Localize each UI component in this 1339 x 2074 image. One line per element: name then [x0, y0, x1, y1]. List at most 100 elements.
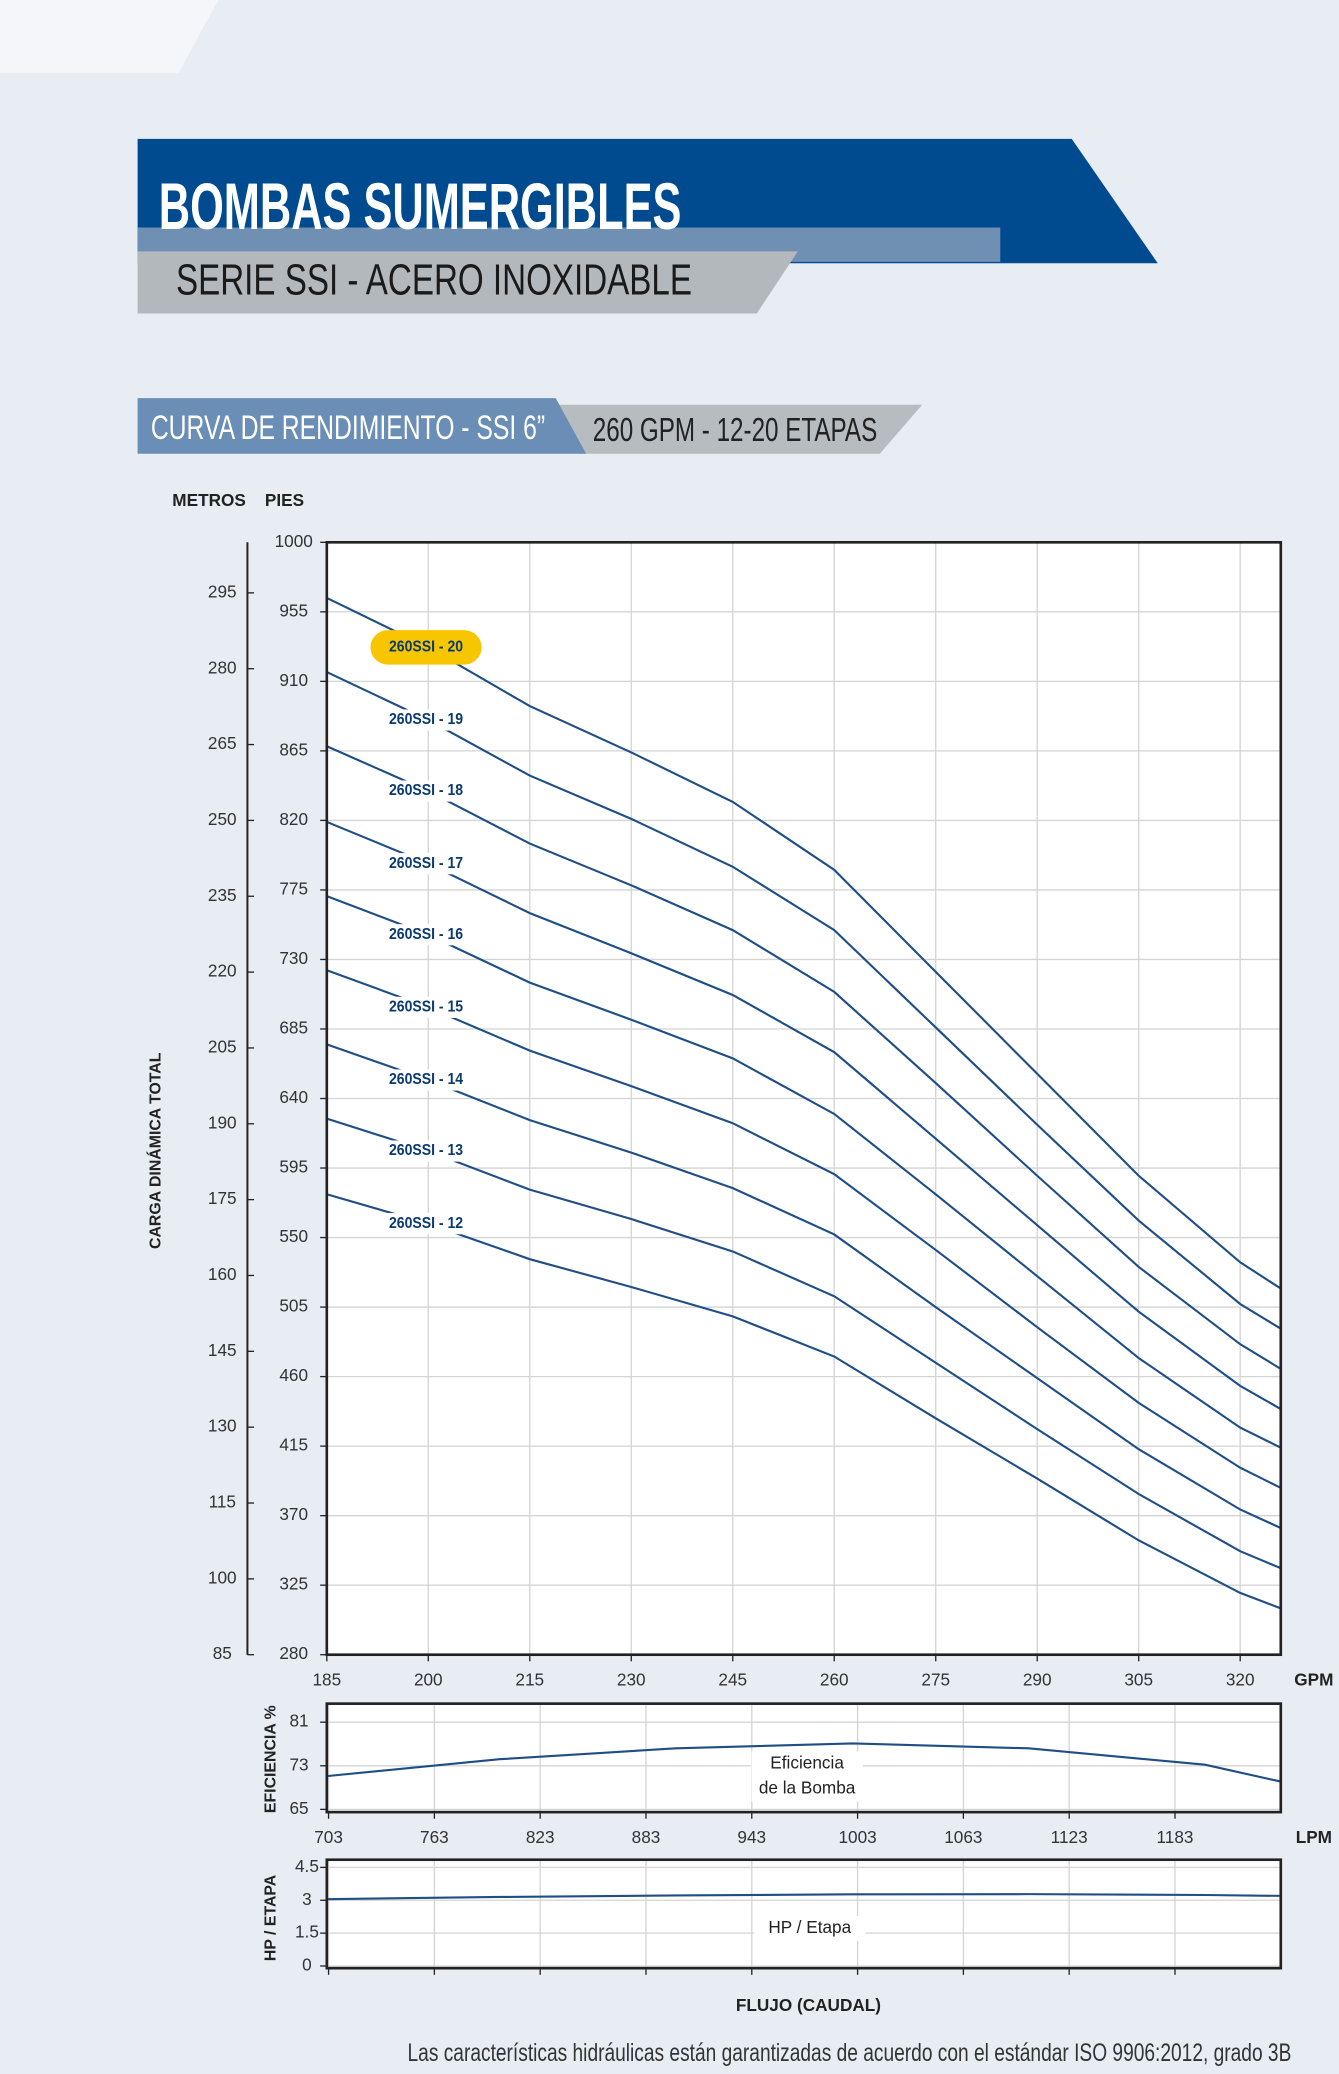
- section-band: [137, 398, 587, 454]
- y-tick-label: 280: [279, 1643, 308, 1663]
- curve-label-bg: [386, 924, 466, 946]
- curve: [326, 1117, 1282, 1570]
- section-tag: 260 GPM - 12-20 ETAPAS: [593, 412, 877, 449]
- curve-label: 260SSI - 20: [389, 639, 463, 656]
- y-tick-label: 685: [279, 1018, 308, 1038]
- x-tick-label: 200: [414, 1670, 443, 1690]
- y2-tick-label: 295: [208, 581, 237, 601]
- y-tick-label: 370: [279, 1504, 308, 1524]
- y2-tick-label: 115: [209, 1492, 236, 1512]
- curve: [326, 745, 1282, 1370]
- annotation: HP / Etapa: [768, 1917, 851, 1937]
- y2-tick-label: 175: [208, 1188, 237, 1208]
- y2-tick-label: 145: [208, 1340, 237, 1360]
- y2-tick-label: 265: [208, 733, 237, 753]
- y2-tick-label: 205: [208, 1036, 237, 1056]
- y-axis-title: HP / ETAPA: [262, 1874, 279, 1961]
- y-tick-label: 640: [279, 1087, 308, 1107]
- y2-tick-label: 280: [208, 657, 237, 677]
- y-tick-label: 595: [279, 1157, 308, 1177]
- curve-label-bg: [386, 1213, 466, 1235]
- y2-tick-label: 220: [208, 961, 237, 981]
- x-axis-title: FLUJO (CAUDAL): [736, 1995, 881, 2015]
- curve-label: 260SSI - 13: [389, 1142, 463, 1159]
- curve-label: 260SSI - 19: [389, 711, 463, 728]
- x-tick-label: 703: [314, 1827, 343, 1847]
- x-tick-label: 260: [820, 1670, 849, 1690]
- x-tick-label: 230: [617, 1670, 646, 1690]
- curve-label-bg: [386, 996, 466, 1018]
- y-tick-label: 4.5: [295, 1856, 319, 1876]
- x-tick-label: 1003: [838, 1827, 876, 1847]
- curve: [326, 671, 1282, 1330]
- annotation-bg: [754, 1915, 866, 1942]
- y-tick-label: 775: [279, 878, 308, 898]
- x-tick-label: 943: [737, 1827, 766, 1847]
- curve-label: 260SSI - 16: [389, 926, 463, 943]
- x-tick-label: 215: [515, 1670, 544, 1690]
- curve-label: 260SSI - 12: [389, 1215, 463, 1232]
- y-tick-label: 820: [279, 809, 308, 829]
- footer-note: Las características hidráulicas están ga…: [408, 2039, 1292, 2067]
- curve-label: 260SSI - 17: [389, 855, 463, 872]
- section-title: CURVA DE RENDIMIENTO - SSI 6”: [151, 409, 545, 447]
- x-tick-label: 1123: [1051, 1827, 1088, 1847]
- x-tick-label: 1183: [1156, 1827, 1193, 1847]
- curve: [326, 895, 1282, 1449]
- curve: [326, 1893, 1281, 1901]
- plot-border: [325, 1702, 1283, 1814]
- curve: [326, 1193, 1282, 1610]
- y2-tick-label: 130: [208, 1416, 237, 1436]
- header-subtitle: SERIE SSI - ACERO INOXIDABLE: [176, 256, 692, 305]
- y-tick-label: 730: [279, 948, 308, 968]
- curve-label-bg: [386, 1140, 466, 1162]
- corner-tab: [0, 0, 219, 73]
- y2-tick-label: 85: [213, 1643, 232, 1663]
- curve: [326, 820, 1282, 1410]
- plot-border: [325, 1858, 1283, 1970]
- y-tick-label: 1000: [275, 531, 313, 551]
- curve: [326, 1742, 1282, 1783]
- x-unit: GPM: [1294, 1670, 1333, 1690]
- y-tick-label: 3: [302, 1889, 312, 1909]
- y-tick-label: 65: [289, 1798, 308, 1818]
- y2-tick-label: 100: [208, 1567, 237, 1587]
- y-tick-label: 550: [279, 1226, 308, 1246]
- curve-label: 260SSI - 14: [389, 1071, 463, 1088]
- x-tick-label: 320: [1226, 1670, 1255, 1690]
- y-tick-label: 73: [289, 1754, 308, 1774]
- annotation: de la Bomba: [759, 1778, 856, 1798]
- curve: [326, 1043, 1282, 1529]
- y2-unit: METROS: [172, 490, 246, 510]
- curve-label-bg: [386, 853, 466, 875]
- x-tick-label: 275: [921, 1670, 950, 1690]
- curve-label-highlight: [370, 630, 482, 665]
- curve-label: 260SSI - 18: [389, 782, 463, 799]
- y-axis-title: CARGA DINÁMICA TOTAL: [145, 1052, 164, 1249]
- section-tag-band: [546, 404, 923, 454]
- curve-label-bg: [386, 1069, 466, 1091]
- y2-tick-label: 250: [208, 809, 237, 829]
- annotation-bg: [751, 1751, 863, 1802]
- x-tick-label: 305: [1124, 1670, 1153, 1690]
- x-tick-label: 883: [632, 1827, 661, 1847]
- plot-border: [325, 540, 1283, 1657]
- y-tick-label: 415: [279, 1435, 308, 1455]
- y-tick-label: 325: [279, 1574, 308, 1594]
- subtitle-band: [137, 251, 798, 314]
- x-tick-label: 245: [718, 1670, 747, 1690]
- curve-label-bg: [386, 709, 466, 731]
- curve: [326, 969, 1282, 1489]
- y-tick-label: 865: [279, 739, 308, 759]
- y-tick-label: 0: [302, 1955, 312, 1975]
- x-tick-label: 290: [1023, 1670, 1052, 1690]
- x-tick-label: 185: [312, 1670, 341, 1690]
- curve-label-bg: [386, 780, 466, 802]
- curve-label: 260SSI - 15: [389, 999, 463, 1016]
- y2-tick-label: 190: [208, 1112, 237, 1132]
- y-tick-label: 955: [279, 600, 308, 620]
- y2-tick-label: 160: [208, 1264, 237, 1284]
- y-tick-label: 81: [289, 1711, 308, 1731]
